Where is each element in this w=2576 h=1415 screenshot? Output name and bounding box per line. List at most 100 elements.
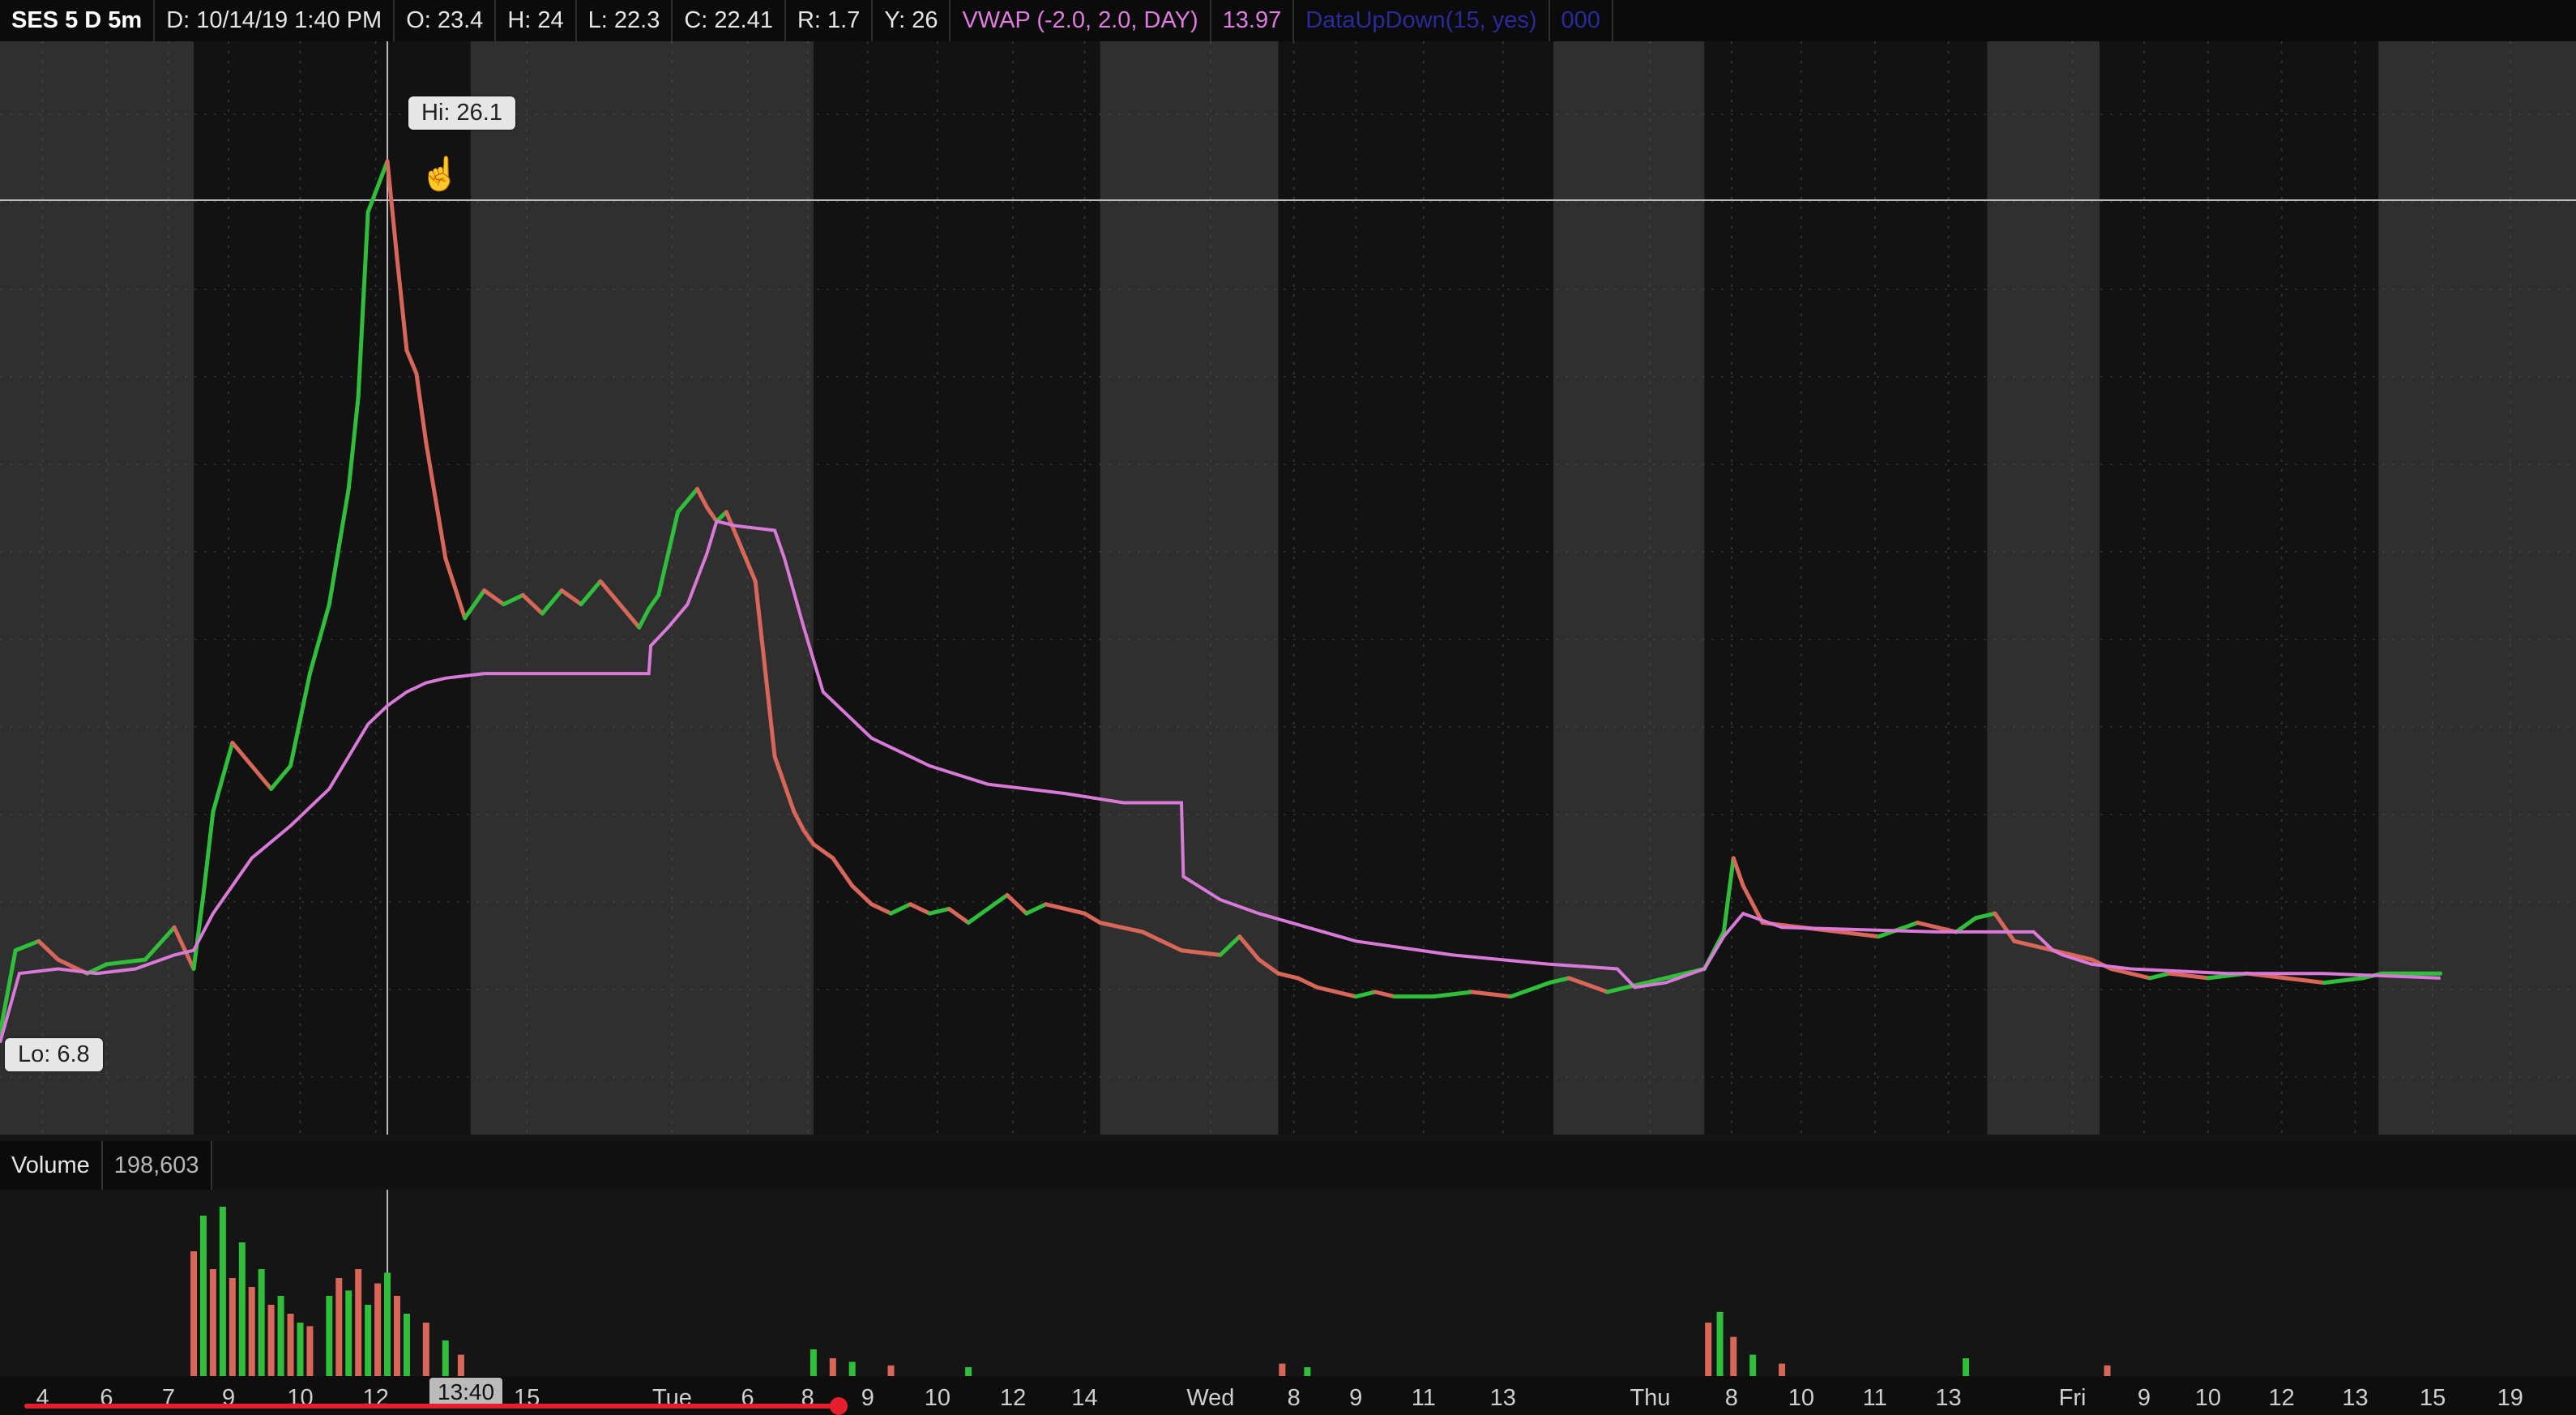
volume-band-9 [2100, 1190, 2379, 1376]
price-segment-34 [598, 579, 622, 607]
time-tick-label-24: Fri [2059, 1385, 2087, 1411]
chart-header: SES 5 D 5m D: 10/14/19 1:40 PM O: 23.4 H… [0, 0, 2576, 41]
time-tick-label-22: 11 [1863, 1385, 1887, 1411]
price-segment-49 [811, 842, 835, 861]
price-segment-31 [540, 588, 564, 616]
time-tick-label-21: 10 [1788, 1385, 1814, 1411]
updown-study-label[interactable]: DataUpDown(15, yes) [1294, 0, 1550, 41]
volume-chart[interactable] [0, 1190, 2576, 1376]
volume-bar-25 [810, 1349, 817, 1376]
volume-bar-23 [442, 1340, 449, 1376]
bar-date: D: 10/14/19 1:40 PM [155, 0, 395, 41]
bar-close: C: 22.41 [673, 0, 786, 41]
price-segment-62 [1063, 906, 1087, 916]
price-segment-14 [269, 763, 293, 791]
volume-bar-1 [199, 1216, 207, 1376]
price-segment-36 [637, 606, 651, 630]
price-segment-97 [2012, 938, 2056, 953]
time-tick-label-29: 15 [2420, 1385, 2446, 1411]
volume-bar-29 [965, 1367, 972, 1376]
price-segment-72 [1314, 985, 1339, 994]
price-segment-74 [1353, 990, 1378, 999]
time-tick-label-14: Wed [1186, 1385, 1234, 1411]
price-segment-38 [656, 510, 681, 597]
volume-bar-33 [1716, 1311, 1724, 1376]
price-segment-107 [2322, 976, 2365, 985]
price-segment-44 [733, 532, 758, 584]
cursor-time-label: 13:40 [429, 1378, 503, 1407]
price-segment-81 [1566, 976, 1610, 994]
bar-low: L: 22.3 [577, 0, 673, 41]
volume-label[interactable]: Volume [0, 1141, 103, 1190]
price-segment-59 [1005, 892, 1029, 916]
timeline-scrubber[interactable] [24, 1404, 843, 1409]
timeline-scrubber-handle[interactable] [830, 1397, 848, 1415]
price-segment-69 [1257, 957, 1281, 976]
price-segment-24 [414, 371, 429, 445]
price-segment-37 [647, 592, 661, 611]
time-tick-label-18: 13 [1490, 1385, 1516, 1411]
volume-bar-0 [190, 1251, 198, 1376]
price-segment-87 [1731, 856, 1745, 888]
vwap-study-label[interactable]: VWAP (-2.0, 2.0, DAY) [951, 0, 1211, 41]
time-tick-label-17: 11 [1412, 1385, 1436, 1411]
volume-band-6 [1553, 1190, 1705, 1376]
volume-panel[interactable]: Volume 198,603 [0, 1141, 2576, 1376]
price-segment-15 [288, 671, 312, 768]
price-segment-26 [443, 556, 468, 621]
price-segment-46 [772, 755, 797, 814]
volume-bar-37 [1963, 1358, 1970, 1376]
price-segment-67 [1218, 934, 1242, 957]
volume-bar-12 [306, 1326, 314, 1376]
price-segment-56 [946, 906, 971, 926]
volume-band-7 [1704, 1190, 1988, 1376]
symbol-selector[interactable]: SES 5 D 5m [0, 0, 156, 41]
updown-study-value: 000 [1550, 0, 1613, 41]
price-segment-53 [889, 902, 912, 916]
session-band-0 [0, 41, 194, 1135]
price-segment-100 [2108, 967, 2133, 976]
price-segment-27 [463, 588, 487, 621]
time-axis-ticks: 4 6 7 9 10 12 15 Tue 6 8 9 10 12 14 Wed 8 9 11 13 Thu 8 10 11 1… [36, 1385, 2523, 1411]
hand-cursor-icon: ☝ [420, 156, 460, 192]
price-segment-28 [482, 588, 506, 607]
bar-y: Y: 26 [873, 0, 951, 41]
price-segment-96 [1993, 911, 2017, 943]
price-segment-51 [850, 883, 874, 907]
volume-bar-7 [258, 1269, 265, 1376]
volume-bar-10 [287, 1314, 294, 1376]
price-chart[interactable] [0, 41, 2576, 1135]
price-segment-55 [927, 906, 951, 916]
price-segment-83 [1644, 971, 1687, 985]
price-segment-30 [520, 592, 545, 616]
price-segment-88 [1741, 883, 1765, 926]
volume-bar-32 [1705, 1323, 1712, 1376]
price-segment-60 [1024, 902, 1049, 916]
time-tick-label-19: Thu [1630, 1385, 1670, 1411]
price-panel[interactable]: Hi: 26.1 Lo: 6.8 ☝ [0, 41, 2576, 1135]
volume-band-2 [470, 1190, 814, 1376]
vwap-study-value: 13.97 [1211, 0, 1295, 41]
volume-bar-30 [1279, 1363, 1286, 1376]
volume-bar-21 [403, 1314, 410, 1376]
time-tick-label-23: 13 [1935, 1385, 1961, 1411]
volume-band-10 [2378, 1190, 2576, 1376]
price-segment-64 [1098, 921, 1145, 934]
price-segment-48 [801, 828, 816, 847]
price-segment-10 [201, 810, 216, 897]
time-axis[interactable]: 4 6 7 9 10 12 15 Tue 6 8 9 10 12 14 Wed 8 9 11 13 Thu 8 10 11 1… [0, 1376, 2576, 1415]
session-band-3 [813, 41, 1100, 1135]
price-segment-101 [2128, 971, 2152, 981]
volume-bar-36 [1779, 1363, 1786, 1376]
volume-band-0 [0, 1190, 194, 1376]
price-segment-52 [869, 902, 894, 916]
price-segment-86 [1721, 856, 1736, 934]
time-tick-label-26: 10 [2195, 1385, 2221, 1411]
volume-band-5 [1278, 1190, 1553, 1376]
price-segment-75 [1373, 990, 1397, 999]
price-segment-94 [1954, 916, 1978, 934]
price-segment-8 [172, 925, 196, 972]
volume-bar-2 [209, 1269, 216, 1376]
price-segment-42 [714, 510, 728, 524]
bar-open: O: 23.4 [395, 0, 497, 41]
